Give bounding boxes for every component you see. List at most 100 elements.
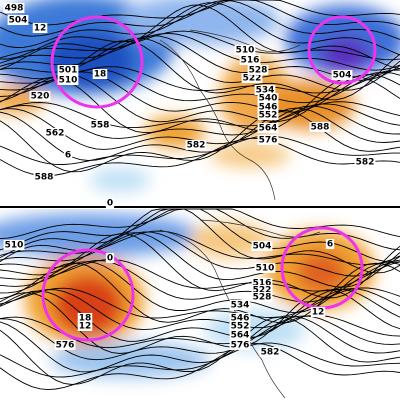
highlight-circle bbox=[50, 15, 144, 109]
label-box bbox=[257, 123, 279, 133]
contour-label: 564 bbox=[259, 124, 278, 134]
label-box bbox=[7, 15, 29, 25]
label-box bbox=[234, 45, 256, 55]
label-box bbox=[310, 307, 326, 317]
contour-label: 534 bbox=[256, 86, 275, 96]
contour-label: 576 bbox=[56, 341, 75, 351]
contour-label: 562 bbox=[46, 129, 65, 139]
label-box bbox=[229, 321, 251, 331]
contour-label: 564 bbox=[231, 331, 250, 341]
highlight-circle bbox=[307, 15, 377, 85]
label-box bbox=[254, 85, 276, 95]
contour-label: 18 bbox=[94, 70, 107, 80]
label-box bbox=[259, 347, 281, 357]
contour-label: 588 bbox=[35, 173, 54, 183]
label-box bbox=[32, 23, 48, 33]
label-box bbox=[57, 75, 79, 85]
contour-label: 558 bbox=[91, 121, 110, 131]
contour-label: 510 bbox=[5, 241, 24, 251]
contour-line bbox=[0, 289, 400, 354]
contour-line bbox=[0, 342, 400, 378]
contour-line bbox=[0, 103, 400, 139]
contour-label: 510 bbox=[59, 76, 78, 86]
contour-line bbox=[0, 2, 400, 60]
contour-line bbox=[0, 135, 400, 165]
contour-label: 6 bbox=[65, 151, 71, 161]
label-box bbox=[185, 140, 207, 150]
label-box bbox=[251, 241, 273, 251]
contour-label: 528 bbox=[249, 66, 268, 76]
contour-label: 12 bbox=[312, 308, 325, 318]
label-box bbox=[241, 73, 263, 83]
contour-line bbox=[0, 30, 400, 61]
contour-line bbox=[0, 32, 400, 71]
label-box bbox=[325, 239, 335, 249]
contour-label: 18 bbox=[79, 314, 92, 324]
label-box bbox=[3, 3, 25, 13]
contour-label: 576 bbox=[259, 136, 278, 146]
contour-label: 516 bbox=[253, 279, 272, 289]
contour-label: 520 bbox=[31, 92, 50, 102]
label-box bbox=[309, 122, 331, 132]
label-box bbox=[257, 102, 279, 112]
contour-line bbox=[0, 233, 400, 299]
contour-label: 522 bbox=[243, 74, 262, 84]
contour-line bbox=[0, 343, 400, 391]
contour-label: 582 bbox=[261, 348, 280, 358]
contour-label: 552 bbox=[259, 111, 278, 121]
label-box bbox=[3, 240, 25, 250]
contour-line bbox=[0, 208, 400, 274]
label-box bbox=[77, 321, 93, 331]
label-box bbox=[229, 340, 251, 350]
contour-label: 546 bbox=[259, 103, 278, 113]
contour-label: 510 bbox=[236, 46, 255, 56]
contour-label: 576 bbox=[231, 341, 250, 351]
label-box bbox=[331, 70, 353, 80]
label-box bbox=[251, 292, 273, 302]
contour-line bbox=[0, 137, 400, 177]
contour-label: 12 bbox=[34, 24, 47, 34]
contour-line bbox=[0, 4, 400, 70]
contour-line bbox=[0, 101, 400, 129]
label-box bbox=[57, 65, 79, 75]
label-box bbox=[105, 198, 115, 208]
label-box bbox=[33, 172, 55, 182]
label-box bbox=[257, 110, 279, 120]
contour-label: 588 bbox=[311, 123, 330, 133]
contour-label: 504 bbox=[333, 71, 352, 81]
label-box bbox=[229, 300, 251, 310]
contour-label: 504 bbox=[9, 16, 28, 26]
label-box bbox=[105, 253, 115, 263]
label-box bbox=[229, 330, 251, 340]
label-box bbox=[229, 313, 251, 323]
contour-label: 0 bbox=[107, 199, 113, 209]
contour-label: 516 bbox=[241, 56, 260, 66]
label-box bbox=[77, 313, 93, 323]
contour-line bbox=[0, 316, 400, 385]
contour-line bbox=[0, 261, 400, 314]
contour-label: 534 bbox=[231, 301, 250, 311]
contour-line bbox=[0, 316, 400, 373]
contour-line bbox=[0, 288, 400, 331]
contour-label: 501 bbox=[59, 66, 78, 76]
label-box bbox=[257, 135, 279, 145]
label-box bbox=[251, 285, 273, 295]
contour-label: 0 bbox=[107, 254, 113, 264]
label-box bbox=[257, 93, 279, 103]
contour-line bbox=[0, 109, 400, 173]
contour-line bbox=[0, 230, 400, 266]
highlight-circle bbox=[41, 248, 135, 342]
label-box bbox=[251, 278, 273, 288]
label-box bbox=[92, 69, 108, 79]
contour-label: 582 bbox=[356, 158, 375, 168]
label-box bbox=[63, 150, 73, 160]
contour-label: 528 bbox=[253, 293, 272, 303]
label-box bbox=[89, 120, 111, 130]
label-box bbox=[247, 65, 269, 75]
contour-labels: 4985041250151018520562558658851051652252… bbox=[3, 3, 376, 358]
label-box bbox=[254, 263, 276, 273]
contour-label: 540 bbox=[259, 94, 278, 104]
label-box bbox=[354, 157, 376, 167]
